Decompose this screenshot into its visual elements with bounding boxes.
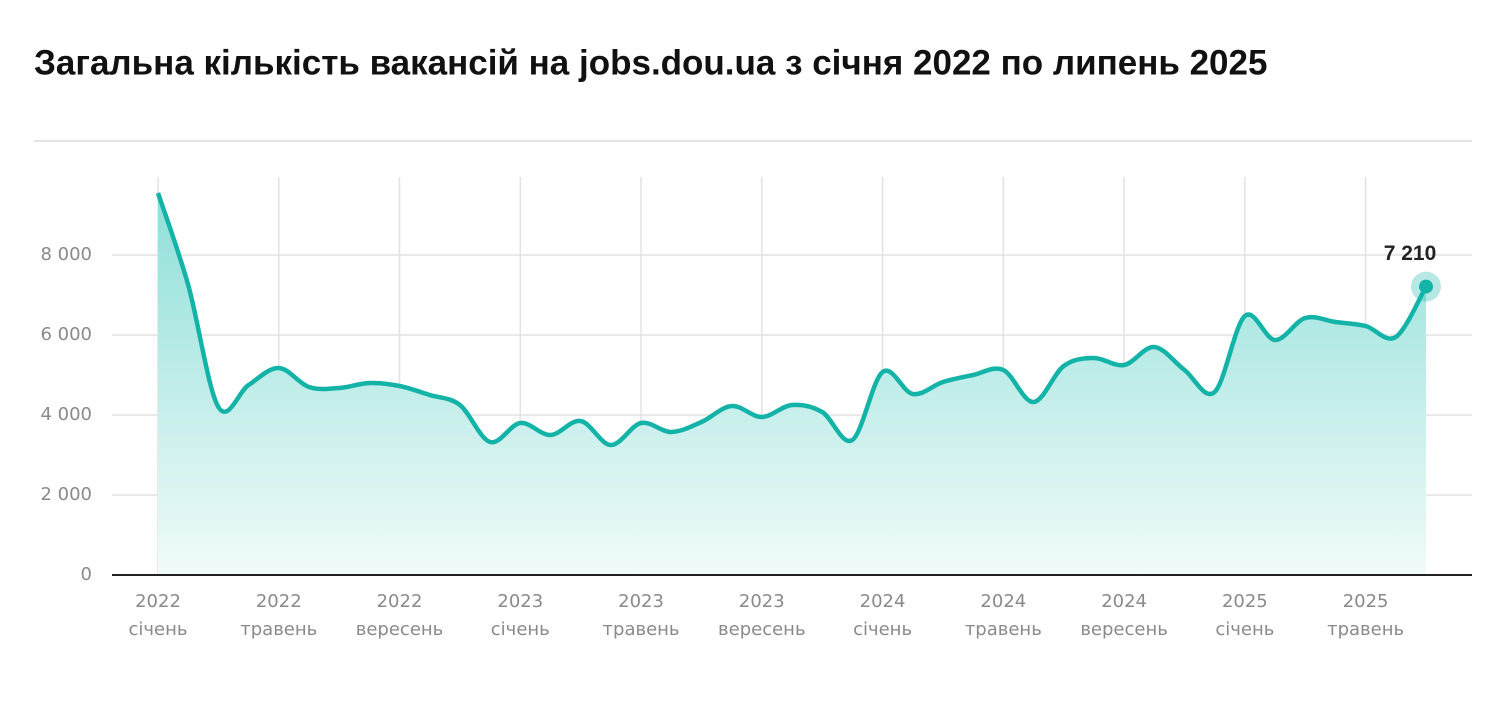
x-tick-label: вересень xyxy=(718,619,806,640)
y-tick-label: 0 xyxy=(81,564,92,585)
x-tick-label: вересень xyxy=(1080,619,1168,640)
x-tick-label: 2025 xyxy=(1222,591,1268,612)
x-tick-label: 2023 xyxy=(739,591,785,612)
x-tick-label: 2024 xyxy=(980,591,1026,612)
x-tick-label: 2025 xyxy=(1343,591,1389,612)
y-tick-label: 8 000 xyxy=(40,244,92,265)
x-tick-label: січень xyxy=(491,619,550,640)
x-tick-label: 2022 xyxy=(256,591,302,612)
x-tick-label: січень xyxy=(853,619,912,640)
x-tick-label: травень xyxy=(603,619,680,640)
x-tick-label: травень xyxy=(240,619,317,640)
x-tick-label: вересень xyxy=(356,619,444,640)
x-tick-label: травень xyxy=(1327,619,1404,640)
x-tick-label: 2022 xyxy=(135,591,181,612)
x-tick-label: 2023 xyxy=(618,591,664,612)
x-tick-label: січень xyxy=(1215,619,1274,640)
x-tick-label: січень xyxy=(129,619,188,640)
x-tick-label: 2024 xyxy=(1101,591,1147,612)
y-tick-label: 4 000 xyxy=(40,404,92,425)
x-tick-label: 2023 xyxy=(497,591,543,612)
value-label: 7 210 xyxy=(1384,242,1437,265)
chart-title: Загальна кількість вакансій на jobs.dou.… xyxy=(34,43,1267,82)
point xyxy=(1419,279,1433,294)
area xyxy=(158,193,1426,575)
x-tick-label: травень xyxy=(965,619,1042,640)
x-tick-label: 2024 xyxy=(860,591,906,612)
line xyxy=(155,192,1428,448)
y-tick-label: 6 000 xyxy=(40,324,92,345)
y-tick-label: 2 000 xyxy=(40,484,92,505)
x-tick-label: 2022 xyxy=(377,591,423,612)
